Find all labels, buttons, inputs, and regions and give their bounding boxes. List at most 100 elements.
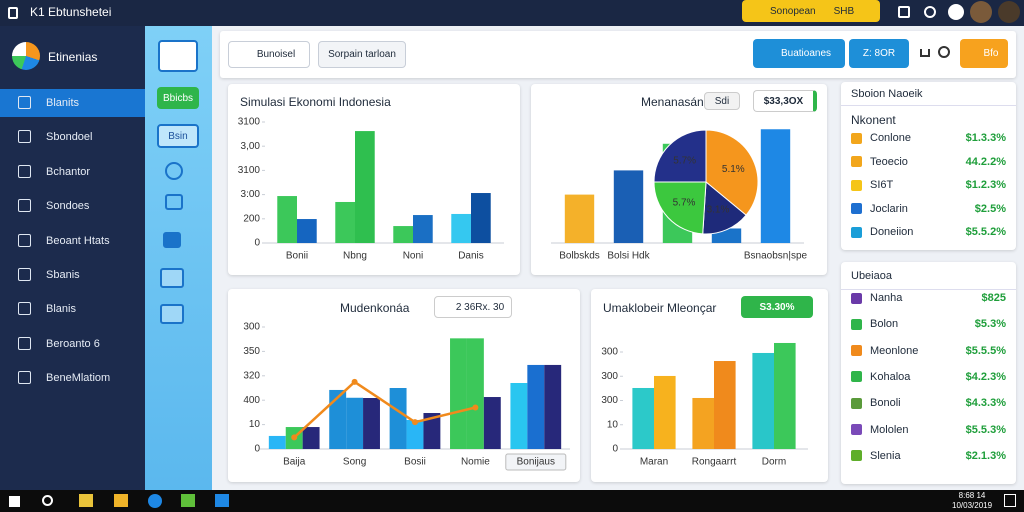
panel-row[interactable]: Meonlone $5.5.5%: [851, 341, 1006, 361]
sidebar: Etinenias Blanits Sbondoel Bchantor Sondoes…: [0, 26, 145, 490]
row-value: $1.3.3%: [965, 132, 1006, 144]
row-icon: [851, 226, 862, 238]
menu-label: Blanis: [46, 303, 76, 316]
brand-name: Etinenias: [48, 50, 98, 64]
row-value: $5.3%: [974, 318, 1006, 331]
search-button[interactable]: Sonopean SHB: [742, 0, 880, 22]
menu-item[interactable]: Sbondoel: [0, 123, 145, 151]
chart-pill[interactable]: 2 36Rx. 30: [434, 296, 512, 318]
menu-label: Blanits: [46, 97, 80, 109]
sub-button[interactable]: Bbicbs: [157, 87, 199, 109]
menu-label: Sondoes: [46, 200, 90, 213]
app-title: K1 Ebtunshetei: [30, 5, 112, 19]
task-app[interactable]: [215, 494, 229, 507]
sub-icon[interactable]: [160, 268, 184, 288]
primary-button[interactable]: Buatioanes: [753, 39, 845, 68]
search-tag: SHB: [833, 5, 855, 17]
start-button[interactable]: [9, 496, 20, 507]
secondary-button[interactable]: Z: 8OR: [849, 39, 909, 68]
panel-row[interactable]: Doneiion $5.5.2%: [851, 222, 1006, 242]
sub-icon[interactable]: [165, 162, 183, 180]
chart-title: Simulasi Ekonomi Indonesia: [240, 95, 391, 109]
icon-search[interactable]: [924, 6, 936, 18]
panel-row[interactable]: Slenia $2.1.3%: [851, 446, 1006, 466]
menu-label: Beoant Htats: [46, 234, 110, 247]
panel-row[interactable]: Bolon $5.3%: [851, 314, 1006, 334]
row-label: Meonlone: [870, 344, 919, 357]
task-app[interactable]: [79, 494, 93, 507]
task-app[interactable]: [148, 494, 162, 508]
panel-title: Sboion Naoeik: [841, 82, 1016, 106]
menu-item[interactable]: Blanits: [0, 89, 145, 117]
toolbar: Bunoisel Sorpain tarloan Buatioanes Z: 8…: [220, 31, 1016, 78]
menu-icon: [18, 268, 31, 281]
list-panel: Sboion Naoeik Nkonent Conlone $1.3.3% Teoe…: [841, 82, 1016, 250]
notifications[interactable]: [1004, 494, 1016, 507]
panel-row[interactable]: Teoecio 44.2.2%: [851, 152, 1006, 172]
menu-item[interactable]: Beoant Htats: [0, 227, 145, 255]
row-value: $4.3.3%: [965, 397, 1006, 410]
menu-icon: [18, 199, 31, 213]
chart-badge[interactable]: Sdi: [704, 92, 740, 110]
row-icon: [851, 450, 862, 462]
avatar-2[interactable]: [998, 1, 1020, 23]
chart-card: Simulasi Ekonomi Indonesia: [228, 84, 520, 275]
panel-title: Ubeiaoa: [841, 262, 1016, 290]
chart-card: Menanasán Sdi $33,3OX: [531, 84, 827, 275]
menu-icon: [18, 164, 31, 178]
icon-filter[interactable]: [920, 49, 930, 57]
row-icon: [851, 397, 862, 409]
menu-item[interactable]: Bchantor: [0, 158, 145, 186]
sub-icon[interactable]: [160, 304, 184, 324]
menu-label: Sbanis: [46, 269, 80, 281]
panel-row[interactable]: Joclarin $2.5%: [851, 199, 1006, 219]
panel-row[interactable]: Nanha $825: [851, 288, 1006, 308]
list-panel: Ubeiaoa Nanha $825 Bolon $5.3% Meonlone $5.5.…: [841, 262, 1016, 484]
menu-item[interactable]: Sbanis: [0, 261, 145, 289]
sub-logo[interactable]: [158, 40, 198, 72]
menu-icon: [18, 336, 31, 350]
chart-title: Mudenkonáa: [340, 301, 410, 315]
menu-item[interactable]: BeneMlatiom: [0, 364, 145, 392]
row-icon: [851, 179, 862, 191]
menu-icon: [18, 371, 31, 385]
orange-button[interactable]: Bfo: [960, 39, 1008, 68]
menu-item[interactable]: Sondoes: [0, 192, 145, 220]
avatar[interactable]: [970, 1, 992, 23]
menu-item[interactable]: Blanis: [0, 295, 145, 323]
task-app[interactable]: [114, 494, 128, 507]
sub-sidebar: Bbicbs Bsin: [145, 26, 212, 490]
menu-item[interactable]: Beroanto 6: [0, 330, 145, 358]
toolbar-button[interactable]: Sorpain tarloan: [318, 41, 406, 68]
row-label: Bonoli: [870, 397, 901, 410]
row-value: $1.2.3%: [965, 179, 1006, 191]
panel-row[interactable]: SI6T $1.2.3%: [851, 175, 1006, 195]
menu-label: Beroanto 6: [46, 337, 100, 350]
icon-notify[interactable]: [948, 4, 964, 20]
sub-icon[interactable]: [165, 194, 183, 210]
chart-title: Menanasán: [641, 95, 704, 109]
task-app[interactable]: [181, 494, 195, 507]
icon-settings[interactable]: [898, 6, 910, 18]
row-value: $5.5.3%: [965, 423, 1006, 436]
panel-row[interactable]: Kohaloa $4.2.3%: [851, 367, 1006, 387]
chart-pill[interactable]: S3.30%: [741, 296, 813, 318]
taskbar: 8:68 14 10/03/2019: [0, 490, 1024, 512]
row-label: Joclarin: [870, 202, 908, 215]
task-search[interactable]: [42, 495, 53, 506]
menu-label: BeneMlatiom: [46, 372, 111, 385]
panel-row[interactable]: Conlone $1.3.3%: [851, 128, 1006, 148]
sub-select[interactable]: Bsin: [157, 124, 199, 148]
icon-history[interactable]: [938, 46, 950, 58]
panel-row[interactable]: Bonoli $4.3.3%: [851, 393, 1006, 413]
sub-icon[interactable]: [163, 232, 181, 248]
row-icon: [851, 156, 862, 167]
toolbar-button[interactable]: Bunoisel: [228, 41, 310, 68]
row-value: $2.1.3%: [965, 449, 1006, 462]
panel-row[interactable]: Mololen $5.5.3%: [851, 420, 1006, 440]
row-label: Doneiion: [870, 226, 914, 238]
chart-input[interactable]: $33,3OX: [753, 90, 817, 112]
row-value: $5.5.5%: [965, 344, 1006, 357]
menu-icon: [18, 233, 31, 247]
row-value: $4.2.3%: [965, 370, 1006, 383]
